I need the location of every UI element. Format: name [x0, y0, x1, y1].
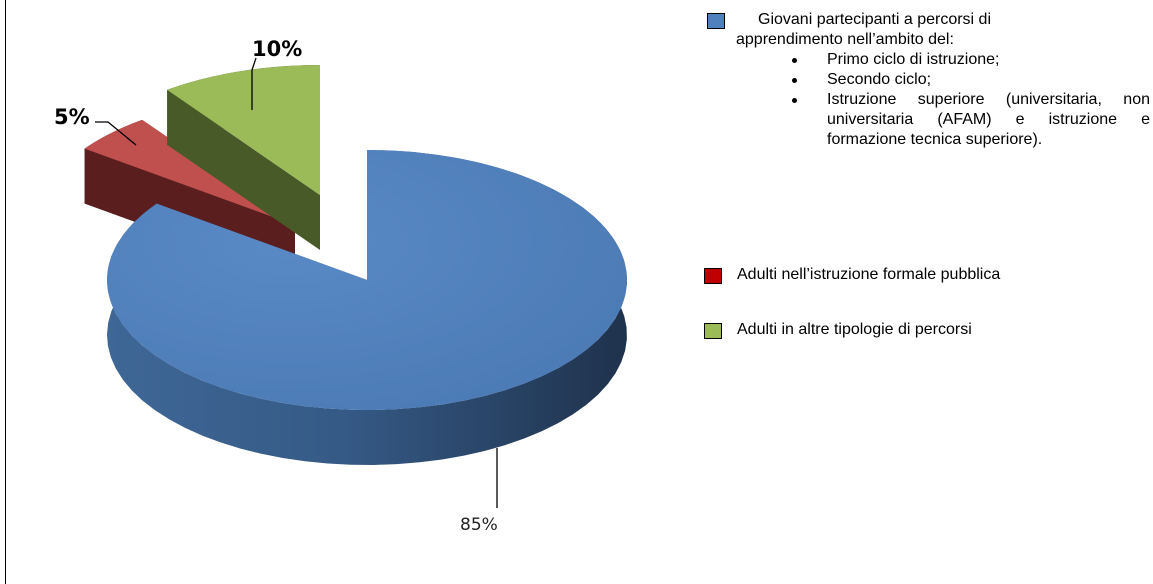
bullet-text: Secondo ciclo; — [827, 71, 932, 88]
page-left-border — [5, 0, 6, 584]
legend-entry-adulti-formale: Adulti nell’istruzione formale pubblica — [737, 266, 1001, 283]
legend-entry-giovani-line2: apprendimento nell’ambito del: — [736, 31, 954, 48]
slice-10 — [167, 65, 320, 250]
legend-bullet-list: Primo ciclo di istruzione; Secondo ciclo… — [792, 50, 1150, 150]
slice-85-top — [106, 150, 627, 410]
data-label-85: 85% — [460, 515, 498, 535]
legend-entry-adulti-altre: Adulti in altre tipologie di percorsi — [737, 321, 972, 338]
legend-bullet-item: Secondo ciclo; — [792, 70, 1150, 90]
legend-bullet-item: Istruzione superiore (universitaria, non… — [792, 90, 1150, 150]
legend-swatch-green — [704, 323, 722, 339]
legend-swatch-blue — [707, 13, 725, 29]
legend-swatch-red — [704, 268, 722, 284]
bullet-text: Istruzione superiore (universitaria, non… — [827, 91, 1150, 148]
leader-line — [95, 121, 137, 146]
bullet-dot-icon — [792, 58, 797, 63]
slice-5-top — [84, 119, 295, 225]
bullet-dot-icon — [792, 78, 797, 83]
bullet-text: Primo ciclo di istruzione; — [827, 51, 1000, 68]
data-label-10: 10% — [252, 37, 302, 61]
slice-85 — [106, 150, 627, 465]
bullet-dot-icon — [792, 98, 797, 103]
legend-bullet-item: Primo ciclo di istruzione; — [792, 50, 1150, 70]
leader-line — [251, 57, 257, 110]
legend-entry-giovani-line1: Giovani partecipanti a percorsi di — [758, 11, 992, 28]
slice-10-top — [167, 65, 320, 195]
pie-chart: 85% 5% 10% — [54, 37, 627, 535]
data-label-5: 5% — [54, 105, 90, 129]
